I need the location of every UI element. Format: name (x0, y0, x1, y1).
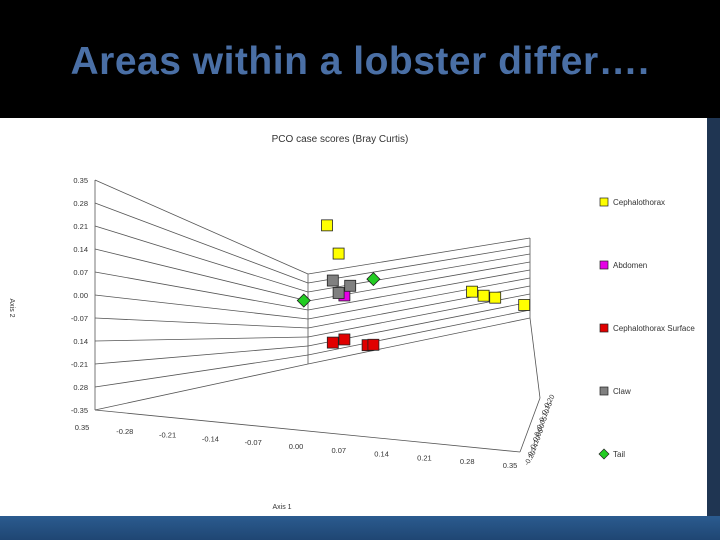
floor-line (94, 409, 521, 453)
data-point (332, 287, 345, 299)
grid-line (94, 294, 309, 320)
grid-line (94, 271, 309, 311)
grid-line (94, 179, 309, 275)
y-tick-label: 0.00 (73, 291, 88, 300)
legend-marker (599, 323, 609, 333)
y-tick-label: 0.28 (73, 383, 88, 392)
chart-grid (94, 179, 541, 453)
chart-ticks: 0.35 0.28 0.21 0.14 0.07 0.00 -0.07 0.14 -0.21 0.… (71, 176, 557, 470)
y-tick-label: -0.35 (71, 406, 88, 415)
legend-marker (599, 386, 609, 396)
x-tick-label: 0.35 (75, 423, 90, 432)
slide-border-right (707, 118, 720, 516)
y-axis-label: Axis 2 (8, 298, 15, 317)
data-point (326, 336, 339, 349)
grid-line (94, 345, 309, 365)
grid-line (307, 277, 531, 320)
data-point (477, 289, 490, 302)
grid-line (94, 202, 309, 284)
legend-label: Claw (613, 387, 631, 396)
legend-label: Cephalothorax (613, 198, 665, 207)
x-axis-label: Axis 1 (272, 504, 291, 511)
x-tick-label: -0.07 (245, 438, 262, 447)
legend-marker (598, 448, 610, 460)
legend-marker (599, 197, 609, 207)
data-point (344, 279, 357, 292)
legend-label: Cephalothorax Surface (613, 324, 695, 333)
grid-line (94, 248, 309, 302)
legend-label: Abdomen (613, 261, 647, 270)
data-point (466, 285, 478, 298)
x-tick-label: 0.00 (289, 442, 304, 451)
x-tick-label: 0.28 (460, 457, 475, 466)
x-tick-label: 0.35 (503, 461, 518, 470)
data-point (367, 338, 380, 351)
y-tick-label: 0.14 (73, 337, 88, 346)
slide-title: Areas within a lobster differ…. (70, 40, 650, 83)
data-point (338, 333, 351, 346)
chart-legend: Cephalothorax Abdomen Cephalothorax Surfac… (598, 197, 695, 460)
grid-line (307, 269, 531, 311)
z-tick-label: -0.20 (524, 450, 538, 467)
y-tick-label: 0.07 (73, 268, 88, 277)
grid-line (307, 309, 531, 356)
pco-chart: PCO case scores (Bray Curtis) Axis 1 Axi… (8, 134, 695, 511)
y-tick-label: 0.21 (73, 222, 88, 231)
y-tick-label: -0.07 (71, 314, 88, 323)
x-tick-label: 0.07 (331, 446, 346, 455)
legend-marker (599, 260, 609, 270)
y-tick-label: 0.28 (73, 199, 88, 208)
grid-line (94, 317, 309, 329)
grid-line (307, 245, 531, 284)
plot-panel: PCO case scores (Bray Curtis) Axis 1 Axi… (0, 118, 707, 516)
data-point (366, 272, 381, 287)
x-tick-label: 0.14 (374, 450, 389, 459)
data-point (489, 291, 502, 304)
floor-line (519, 397, 541, 453)
legend-label: Tail (613, 450, 625, 459)
grid-line (94, 336, 309, 342)
x-tick-label: -0.14 (202, 434, 219, 443)
floor-line (529, 317, 541, 399)
slide-border-bottom (0, 516, 720, 540)
grid-line (307, 317, 531, 365)
y-tick-label: 0.35 (73, 176, 88, 185)
x-tick-label: -0.21 (159, 431, 176, 440)
x-tick-label: 0.21 (417, 453, 432, 462)
grid-line (94, 363, 309, 411)
grid-line (94, 225, 309, 293)
data-point (321, 219, 333, 232)
data-point (332, 247, 345, 260)
y-tick-label: -0.21 (71, 360, 88, 369)
chart-title: PCO case scores (Bray Curtis) (272, 134, 409, 145)
y-tick-label: 0.14 (73, 245, 88, 254)
grid-line (307, 253, 531, 293)
data-point (296, 293, 311, 308)
x-tick-label: -0.28 (116, 427, 133, 436)
data-point (326, 274, 339, 287)
chart-marks (296, 219, 531, 352)
data-point (518, 299, 531, 311)
grid-line (94, 354, 309, 388)
grid-line (307, 237, 531, 275)
